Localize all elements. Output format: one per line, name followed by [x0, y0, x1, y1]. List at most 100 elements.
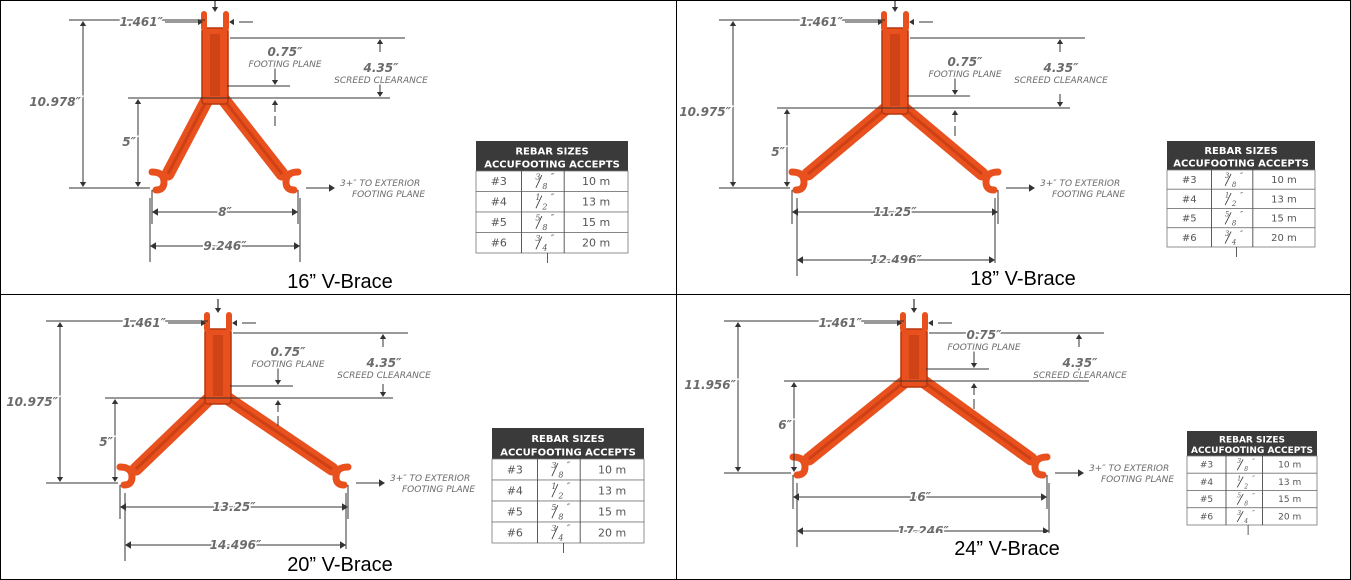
leg-height-label: 6″	[778, 418, 792, 432]
fraction-denominator: 4	[1231, 239, 1236, 247]
screed-clearance-label: SCREED CLEARANCE	[1014, 76, 1108, 86]
fraction-denominator: 8	[1232, 181, 1237, 189]
table-row: #3 38″ 10 m	[1166, 169, 1316, 190]
screed-value-label: 4.35″	[363, 61, 400, 75]
table-title-line-2: ACCUFOOTING ACCEPTS	[500, 447, 636, 458]
leg-height-label: 5″	[122, 135, 136, 149]
table-row: #5 58″ 15 m	[491, 500, 645, 523]
exterior-label: 3+″ TO EXTERIOR	[390, 474, 470, 484]
inch-mark: ″	[1252, 458, 1255, 466]
rebar-metric-size: 15 m	[598, 505, 626, 518]
table-row: #5 58″ 15 m	[1166, 208, 1316, 229]
exterior-label: 3+″ TO EXTERIOR	[1040, 179, 1120, 189]
rebar-number: #4	[491, 195, 507, 208]
fraction-denominator: 4	[1243, 518, 1248, 525]
table-row: #5 58″ 15 m	[1186, 490, 1318, 509]
rebar-number: #6	[491, 236, 507, 249]
fraction-denominator: 2	[541, 203, 547, 212]
dimension-lines	[69, 0, 405, 262]
screed-clearance-label: SCREED CLEARANCE	[337, 371, 431, 381]
inch-mark: ″	[1252, 475, 1255, 483]
inner-width-label: 13.25″	[212, 500, 256, 514]
rebar-number: #5	[507, 505, 523, 518]
rebar-number: #6	[1200, 512, 1214, 522]
table-row: #4 12″ 13 m	[1166, 188, 1316, 209]
footing-value-label: 0.75″	[967, 328, 1003, 342]
fraction-denominator: 8	[542, 223, 547, 232]
screed-clearance-label: SCREED CLEARANCE	[1033, 371, 1127, 381]
footing-plane-label: FOOTING PLANE	[248, 60, 321, 70]
top-width-label: 1.461″	[120, 15, 164, 29]
rebar-number: #6	[507, 526, 523, 539]
fraction-denominator: 8	[1244, 466, 1248, 473]
panel-caption: 24” V-Brace	[954, 538, 1060, 560]
fraction-denominator: 8	[542, 182, 547, 191]
top-width-label: 1.461″	[123, 316, 167, 330]
footing-value-label: 0.75″	[268, 45, 304, 59]
fraction-numerator: 5	[1225, 211, 1230, 219]
table-row: #3 38″ 10 m	[1186, 455, 1318, 474]
v-brace-diagram: 11.956″1.461″0.75″FOOTING PLANE4.35″SCRE…	[683, 299, 1318, 561]
inner-width-label: 16″	[909, 490, 932, 504]
screed-clearance-label: SCREED CLEARANCE	[334, 76, 428, 86]
v-brace-diagram: 10.975″1.461″0.75″FOOTING PLANE 4.35″SCRE…	[5, 299, 645, 577]
v-brace-shape	[788, 11, 1002, 194]
footing-plane-label: FOOTING PLANE	[251, 360, 324, 370]
exterior-label: 3+″ TO EXTERIOR	[1089, 464, 1169, 474]
exterior-label: 3+″ TO EXTERIOR	[340, 179, 420, 189]
rebar-number: #3	[507, 463, 523, 476]
inch-mark: ″	[1240, 229, 1243, 238]
rebar-number: #4	[1182, 194, 1197, 205]
v-brace-panel: 11.956″ 1.461″ 0.75″ FOOTING PLANE 4.35″ SCRE…	[677, 295, 1351, 580]
rebar-number: #5	[1182, 214, 1197, 225]
table-row: #3 38″ 10 m	[491, 458, 645, 481]
footing-plane-label: FOOTING PLANE	[928, 70, 1001, 80]
fraction-numerator: 3	[1225, 172, 1230, 180]
rebar-metric-size: 20 m	[1278, 512, 1301, 522]
table-row: #6 34″ 20 m	[1186, 507, 1318, 526]
rebar-metric-size: 13 m	[598, 484, 626, 497]
rebar-number: #4	[1200, 478, 1214, 488]
rebar-number: #6	[1182, 233, 1197, 244]
leg-height-label: 5″	[99, 435, 113, 449]
screed-value-label: 4.35″	[366, 356, 403, 370]
table-row: #5 58″ 15 m	[475, 211, 629, 233]
rebar-number: #3	[491, 175, 507, 188]
panel-caption: 16” V-Brace	[287, 271, 393, 293]
table-row: #4 12″ 13 m	[491, 479, 645, 502]
overall-height-label: 10.975″	[679, 105, 731, 119]
inner-width-label: 8″	[218, 205, 232, 219]
table-title-line-1: REBAR SIZES	[1219, 435, 1285, 445]
table-row: #6 34″ 20 m	[475, 232, 629, 254]
v-brace-panel: 10.975″ 1.461″ 0.75″ FOOTING PLANE 4.35″ SCRE…	[0, 295, 676, 580]
fraction-denominator: 2	[1243, 483, 1248, 490]
fraction-denominator: 4	[557, 533, 563, 542]
table-row: #6 34″ 20 m	[491, 521, 645, 544]
rebar-metric-size: 10 m	[582, 175, 610, 188]
exterior-footing-label: FOOTING PLANE	[1052, 190, 1125, 200]
table-title-line-2: ACCUFOOTING ACCEPTS	[1191, 446, 1313, 456]
inch-mark: ″	[1240, 210, 1243, 219]
rebar-number: #5	[1200, 495, 1213, 505]
inch-mark: ″	[1252, 510, 1255, 518]
fraction-denominator: 8	[1244, 501, 1248, 508]
v-brace-diagram: 10.975″1.461″0.75″FOOTING PLANE 4.35″SCRE…	[678, 0, 1316, 291]
table-title-line-1: REBAR SIZES	[1204, 146, 1277, 157]
fraction-denominator: 2	[1231, 200, 1237, 208]
rebar-metric-size: 20 m	[598, 526, 626, 539]
table-row: #6 34″ 20 m	[1166, 227, 1316, 248]
table-title-line-1: REBAR SIZES	[515, 147, 588, 158]
rebar-metric-size: 10 m	[1271, 175, 1297, 186]
table-row: #4 12″ 13 m	[1186, 472, 1318, 491]
v-brace-diagram: 10.978″1.461″0.75″FOOTING PLANE 4.35″SCRE…	[28, 0, 629, 294]
exterior-footing-label: FOOTING PLANE	[402, 485, 475, 495]
rebar-metric-size: 13 m	[1278, 478, 1301, 488]
rebar-metric-size: 20 m	[582, 236, 610, 249]
footing-value-label: 0.75″	[271, 345, 307, 359]
table-title-line-2: ACCUFOOTING ACCEPTS	[484, 159, 620, 170]
panel-caption: 18” V-Brace	[970, 268, 1076, 290]
dimension-labels: 11.956″1.461″0.75″FOOTING PLANE4.35″SCRE…	[683, 315, 1176, 540]
